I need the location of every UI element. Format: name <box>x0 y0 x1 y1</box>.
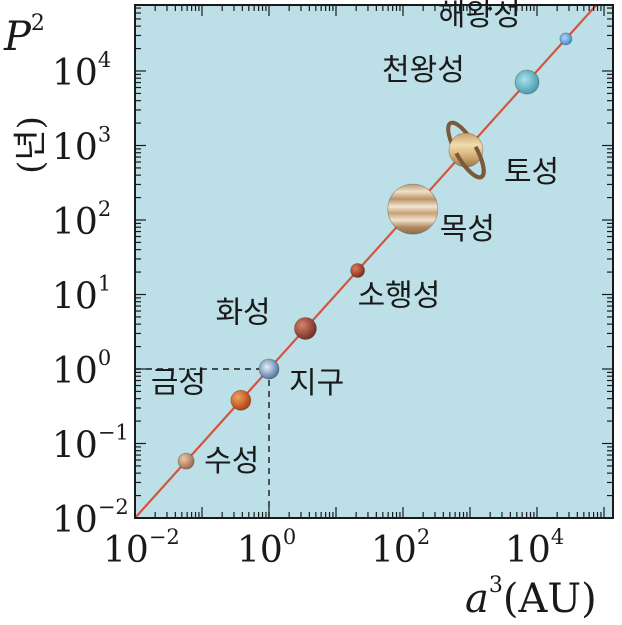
y-axis-var: P <box>3 14 32 60</box>
planet-marker <box>514 69 540 95</box>
planet-marker <box>387 183 439 235</box>
x-tick-labels: 10−2 100 102 104 <box>103 525 564 571</box>
planet-marker <box>294 317 317 340</box>
plot-frame <box>134 4 614 519</box>
x-tick-label: 100 <box>237 525 296 571</box>
planet-marker <box>350 263 365 278</box>
y-axis-unit: (년) <box>11 116 51 174</box>
y-tick-label: 100 <box>52 346 111 392</box>
planet-label: 화성 <box>215 295 270 330</box>
y-tick-label: 101 <box>52 272 111 318</box>
planet-label: 목성 <box>440 212 495 247</box>
x-tick-label: 104 <box>505 525 564 571</box>
y-tick-label: 104 <box>52 48 111 94</box>
x-tick-label: 10−2 <box>103 525 180 571</box>
planet-label: 소행성 <box>358 278 441 313</box>
x-axis-sup: 3 <box>489 573 503 598</box>
planet-marker <box>177 452 195 470</box>
y-tick-label: 103 <box>52 123 111 169</box>
x-axis-var: a <box>465 576 489 622</box>
x-axis-unit: (AU) <box>503 576 597 622</box>
plot-background <box>135 5 613 518</box>
planet-label: 지구 <box>289 366 344 401</box>
reference-guides <box>135 368 270 518</box>
planet-label: 천왕성 <box>382 53 465 88</box>
y-tick-label: 10−2 <box>52 495 129 541</box>
y-tick-label: 10−1 <box>52 421 129 467</box>
y-tick-labels: 10−2 10−1 100 101 102 103 104 <box>52 48 129 541</box>
planet-marker <box>230 389 252 411</box>
x-axis-label: a3(AU) <box>465 573 597 622</box>
planet-label: 토성 <box>504 155 559 190</box>
saturn-ring-front <box>454 145 486 180</box>
x-tick-label: 102 <box>371 525 430 571</box>
planet-marker <box>258 358 280 380</box>
planet-marker <box>559 32 573 46</box>
y-axis-variable: P2 <box>3 11 45 60</box>
planet-label: 수성 <box>204 444 259 479</box>
y-tick-label: 102 <box>52 197 111 243</box>
planet-label: 금성 <box>151 365 206 400</box>
y-axis-sup: 2 <box>31 11 45 36</box>
